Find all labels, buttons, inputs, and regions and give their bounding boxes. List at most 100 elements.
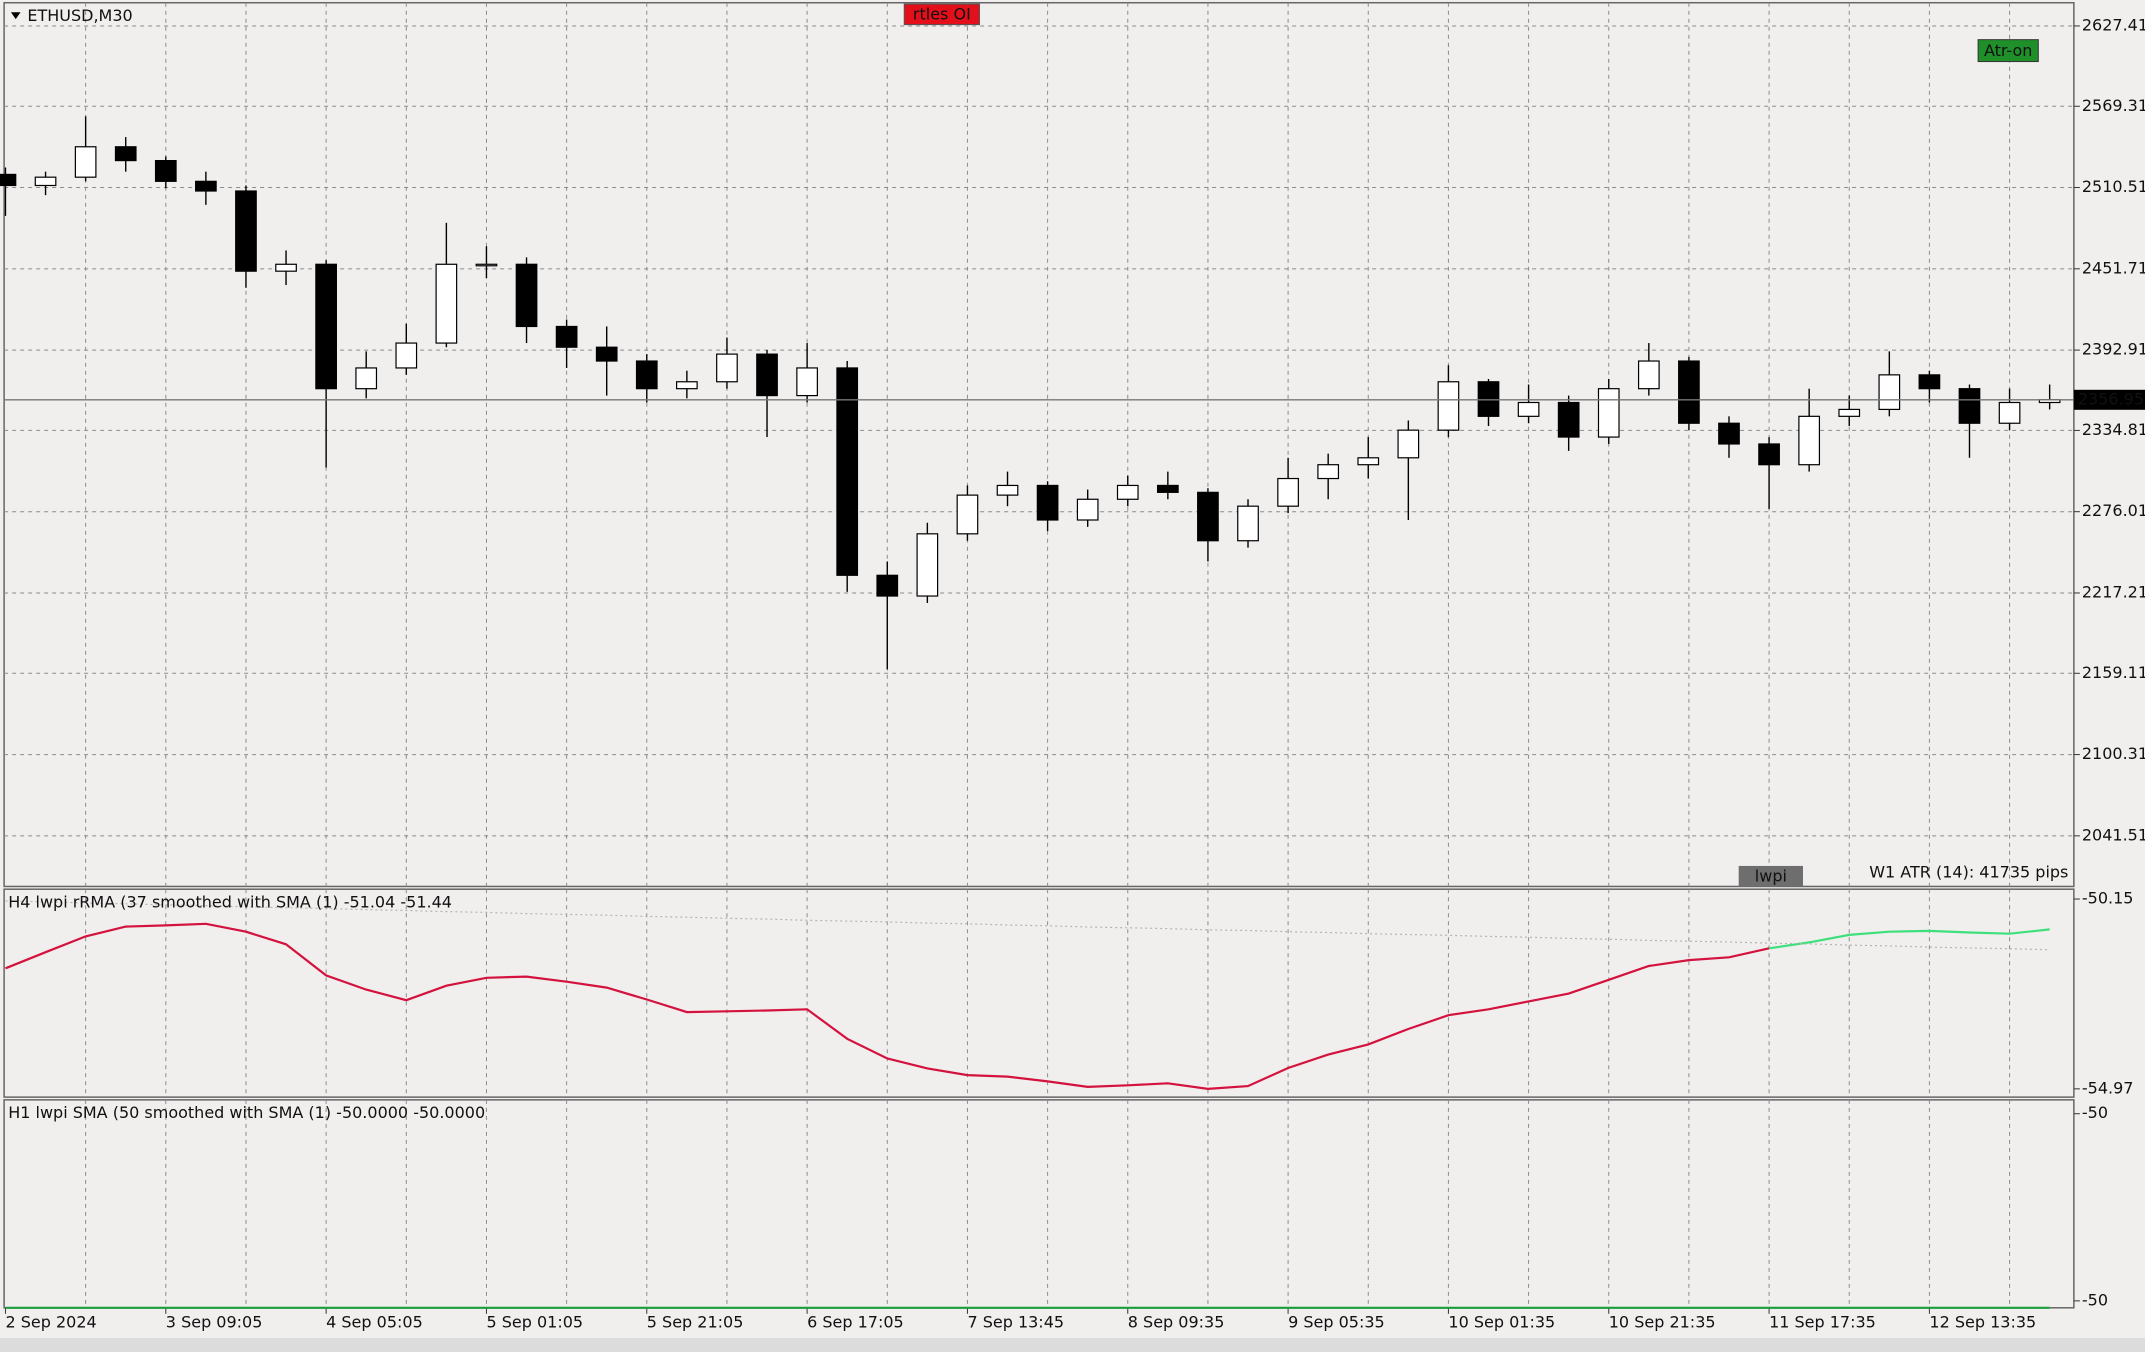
indicator-line — [1768, 928, 2050, 950]
candle-body — [1116, 484, 1139, 500]
button-label[interactable]: rtles OI — [913, 5, 971, 24]
candle-body — [595, 346, 618, 362]
y-tick-label: 2276.01 — [2082, 501, 2145, 520]
candle-body — [1156, 484, 1179, 493]
x-tick-label: 10 Sep 21:35 — [1609, 1312, 1716, 1331]
x-tick-label: 12 Sep 13:35 — [1929, 1312, 2036, 1331]
x-tick-label: 9 Sep 05:35 — [1288, 1312, 1385, 1331]
candle-body — [1678, 360, 1700, 424]
candle-body — [1357, 457, 1380, 466]
x-tick-label: 8 Sep 09:35 — [1128, 1312, 1225, 1331]
y-tick-label: 2159.11 — [2082, 663, 2145, 682]
candle-body — [1237, 505, 1259, 542]
candle-body — [716, 353, 738, 383]
button[interactable] — [903, 3, 980, 26]
button[interactable] — [1977, 39, 2039, 63]
y-tick-label: 2100.31 — [2082, 744, 2145, 763]
y-tick-label: 2451.71 — [2082, 258, 2145, 277]
candle-body — [796, 367, 818, 397]
y-tick-label: 2334.81 — [2082, 420, 2145, 439]
candle-body — [315, 263, 337, 390]
label-box — [1738, 865, 1804, 887]
candle-body — [956, 494, 979, 535]
candle-body — [996, 484, 1019, 496]
candle-body — [555, 325, 578, 348]
candle-body — [0, 173, 17, 187]
x-tick-label: 2 Sep 2024 — [5, 1312, 96, 1331]
candle-body — [1277, 477, 1299, 507]
button-label[interactable]: Atr-on — [1984, 41, 2033, 60]
candle-body — [1397, 429, 1420, 459]
indicator-line — [5, 900, 2050, 951]
candle-body — [916, 533, 939, 597]
x-tick-label: 7 Sep 13:45 — [967, 1312, 1064, 1331]
candle-body — [836, 367, 859, 576]
candle-body — [1317, 464, 1340, 480]
panel-frame — [3, 888, 2075, 1098]
candle-body — [1918, 374, 1941, 390]
candle-body — [475, 263, 498, 267]
candle-body — [1637, 360, 1660, 390]
panel-frame — [3, 1, 2075, 888]
candle-body — [1758, 443, 1780, 466]
collapse-arrow — [10, 12, 21, 20]
candle-body — [1437, 381, 1460, 431]
candle-body — [635, 360, 658, 390]
annotation: W1 ATR (14): 41735 pips — [1869, 862, 2068, 881]
y-tick-label: -50.15 — [2082, 889, 2134, 908]
candle-body — [1718, 422, 1740, 445]
x-tick-label: 4 Sep 05:05 — [326, 1312, 423, 1331]
x-tick-label: 3 Sep 09:05 — [166, 1312, 263, 1331]
candle-body — [1998, 401, 2021, 424]
candle-body — [1557, 401, 1580, 438]
x-tick-label: 5 Sep 21:05 — [647, 1312, 744, 1331]
candle-body — [235, 190, 257, 272]
candle-body — [114, 146, 137, 162]
x-tick-label: 6 Sep 17:05 — [807, 1312, 904, 1331]
candle-body — [34, 176, 57, 187]
current-price-label: 2356.95 — [2078, 389, 2144, 408]
indicator-line — [5, 922, 1770, 1091]
y-tick-label: 2569.31 — [2082, 96, 2145, 115]
y-tick-label: 2392.91 — [2082, 340, 2145, 359]
candle-body — [74, 146, 97, 178]
candle-body — [1838, 408, 1861, 417]
candle-body — [1798, 415, 1821, 466]
candle-body — [195, 180, 217, 192]
y-tick-label: -50 — [2082, 1103, 2108, 1122]
candle-body — [756, 353, 778, 397]
candle-body — [1597, 388, 1620, 438]
candle-body — [1197, 491, 1219, 542]
candle-body — [355, 367, 378, 390]
panel-title: H4 lwpi rRMA (37 smoothed with SMA (1) -… — [8, 892, 452, 911]
x-tick-label: 10 Sep 01:35 — [1448, 1312, 1555, 1331]
candle-body — [1477, 381, 1500, 417]
candle-body — [395, 342, 418, 369]
candle-body — [1076, 498, 1099, 521]
panel-title: H1 lwpi SMA (50 smoothed with SMA (1) -5… — [8, 1103, 485, 1122]
candle-body — [275, 263, 297, 272]
candle-body — [676, 381, 698, 390]
y-tick-label: -50 — [2082, 1290, 2108, 1309]
chart-title: ETHUSD,M30 — [27, 6, 132, 25]
candle-body — [1517, 401, 1540, 417]
y-tick-label: -54.97 — [2082, 1078, 2134, 1097]
current-price-box — [2073, 389, 2145, 410]
y-tick-label: 2041.51 — [2082, 825, 2145, 844]
candle-body — [876, 574, 899, 597]
candle-body — [1878, 374, 1901, 411]
candle-body — [1958, 388, 1981, 424]
y-tick-label: 2627.41 — [2082, 15, 2145, 34]
candle-body — [154, 159, 177, 182]
tab-strip — [0, 1338, 2145, 1352]
x-tick-label: 5 Sep 01:05 — [486, 1312, 583, 1331]
y-tick-label: 2510.51 — [2082, 177, 2145, 196]
candle-body — [1036, 484, 1059, 521]
x-tick-label: 11 Sep 17:35 — [1769, 1312, 1876, 1331]
candle-body — [435, 263, 458, 344]
candle-body — [515, 263, 538, 328]
y-tick-label: 2217.21 — [2082, 582, 2145, 601]
